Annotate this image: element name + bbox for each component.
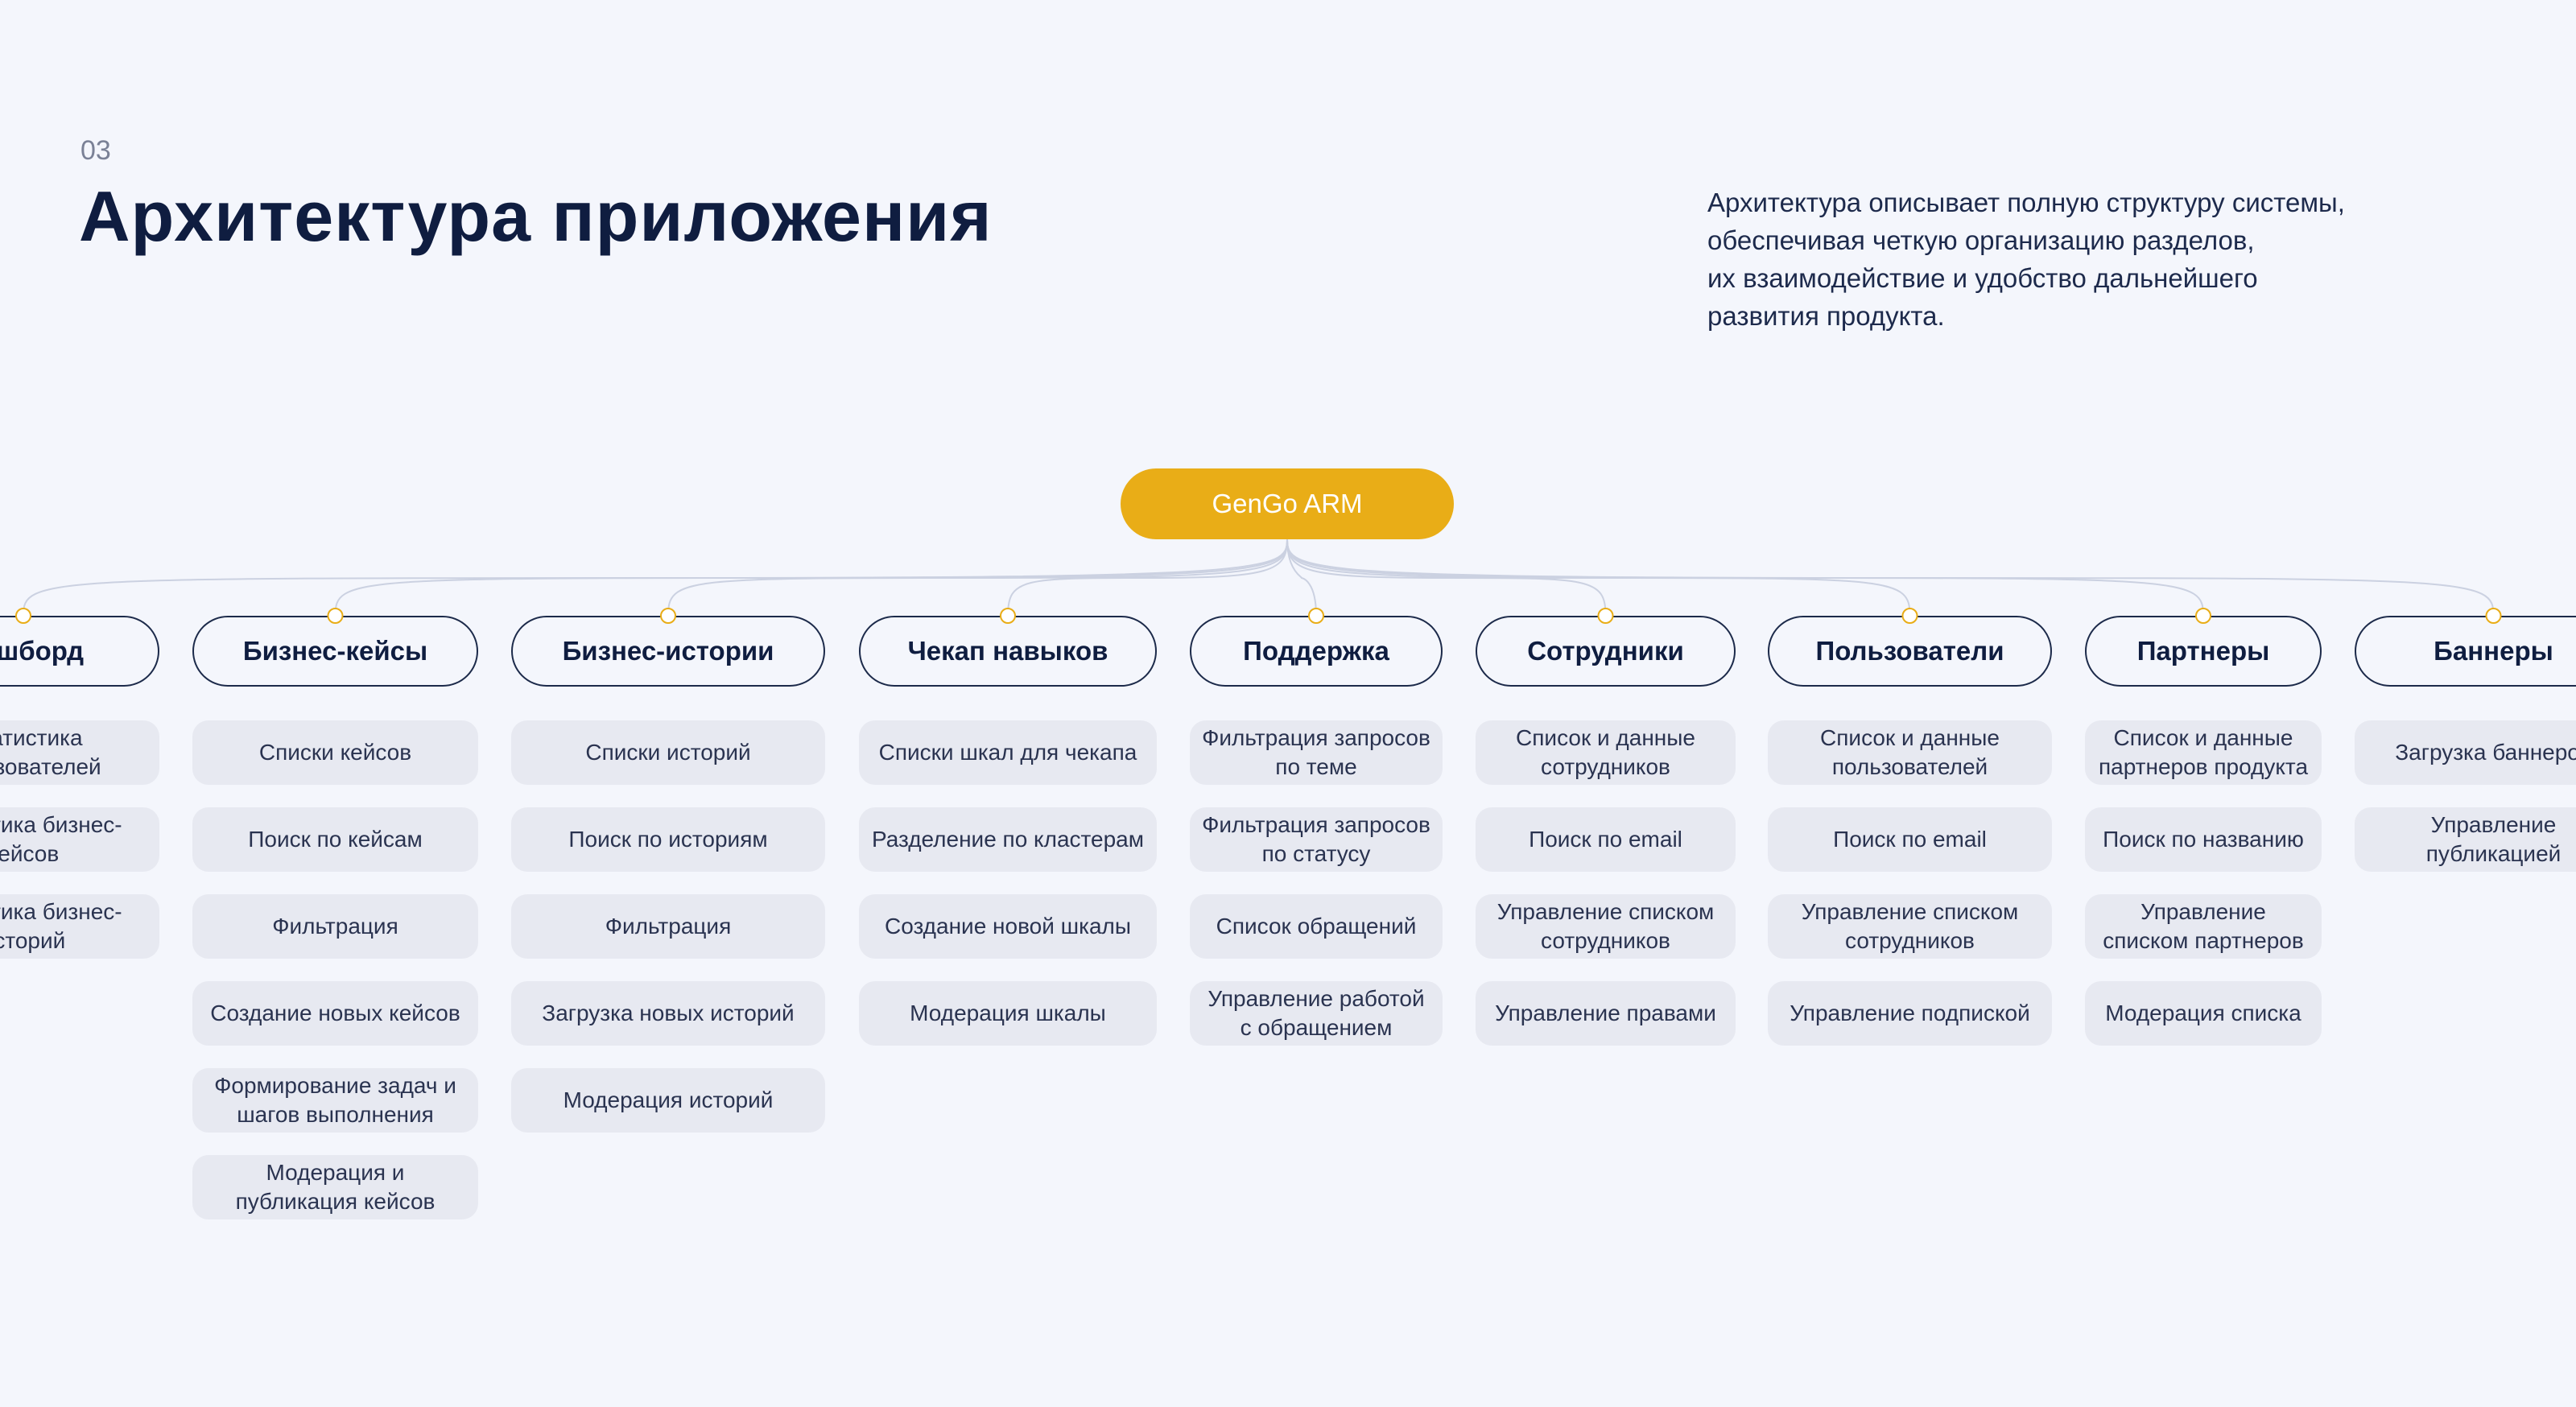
column-title: Баннеры xyxy=(2355,616,2576,687)
feature-item: Управление правами xyxy=(1476,981,1736,1046)
feature-item: Управление подпиской xyxy=(1768,981,2052,1046)
column: Баннеры Загрузка баннеров Управление публи… xyxy=(2355,616,2576,894)
feature-item: Фильтрация xyxy=(511,894,825,959)
column: Дашборд Статистика пользователей Аналитика… xyxy=(0,616,159,981)
feature-item: Управление публикацией xyxy=(2355,807,2576,872)
feature-item: Создание новых кейсов xyxy=(192,981,478,1046)
column: Сотрудники Список и данные сотрудников Пои… xyxy=(1476,616,1736,1068)
feature-item: Списки кейсов xyxy=(192,720,478,785)
feature-item: Фильтрация запросов по статусу xyxy=(1190,807,1443,872)
column-title: Дашборд xyxy=(0,616,159,687)
page-title: Архитектура приложения xyxy=(79,176,993,256)
column: Партнеры Список и данные партнеров продук… xyxy=(2085,616,2322,1068)
feature-item: Управление списком сотрудников xyxy=(1476,894,1736,959)
feature-item: Управление списком сотрудников xyxy=(1768,894,2052,959)
feature-item: Список и данные партнеров продукта xyxy=(2085,720,2322,785)
column: Пользователи Список и данные пользователе… xyxy=(1768,616,2052,1068)
feature-item: Модерация и публикация кейсов xyxy=(192,1155,478,1219)
description-line: обеспечивая четкую организацию разделов, xyxy=(1707,225,2255,255)
section-number: 03 xyxy=(80,135,111,166)
column: Чекап навыков Списки шкал для чекапа Разде… xyxy=(859,616,1157,1068)
column-title: Сотрудники xyxy=(1476,616,1736,687)
feature-item: Список и данные пользователей xyxy=(1768,720,2052,785)
column: Поддержка Фильтрация запросов по теме Филь… xyxy=(1190,616,1443,1068)
feature-item: Список обращений xyxy=(1190,894,1443,959)
feature-item: Создание новой шкалы xyxy=(859,894,1157,959)
feature-item: Аналитика бизнес-историй xyxy=(0,894,159,959)
feature-item: Статистика пользователей xyxy=(0,720,159,785)
feature-item: Управление списком партнеров xyxy=(2085,894,2322,959)
feature-item: Модерация шкалы xyxy=(859,981,1157,1046)
feature-item: Списки шкал для чекапа xyxy=(859,720,1157,785)
feature-item: Список и данные сотрудников xyxy=(1476,720,1736,785)
column-title: Бизнес-кейсы xyxy=(192,616,478,687)
feature-item: Модерация списка xyxy=(2085,981,2322,1046)
column-title: Бизнес-истории xyxy=(511,616,825,687)
connector xyxy=(1007,538,1288,617)
feature-item: Управление работой с обращением xyxy=(1190,981,1443,1046)
feature-item: Поиск по кейсам xyxy=(192,807,478,872)
feature-item: Поиск по email xyxy=(1768,807,2052,872)
feature-item: Поиск по названию xyxy=(2085,807,2322,872)
connector xyxy=(667,538,1288,617)
column-title: Поддержка xyxy=(1190,616,1443,687)
connector xyxy=(1286,538,1607,617)
feature-item: Модерация историй xyxy=(511,1068,825,1133)
column: Бизнес-истории Списки историй Поиск по ист… xyxy=(511,616,825,1155)
feature-item: Поиск по историям xyxy=(511,807,825,872)
root-node: GenGo ARM xyxy=(1121,468,1454,539)
connector xyxy=(1286,538,1317,617)
feature-item: Формирование задач и шагов выполнения xyxy=(192,1068,478,1133)
feature-item: Списки историй xyxy=(511,720,825,785)
description-line: Архитектура описывает полную структуру с… xyxy=(1707,188,2345,217)
feature-item: Фильтрация запросов по теме xyxy=(1190,720,1443,785)
column-title: Чекап навыков xyxy=(859,616,1157,687)
column-title: Партнеры xyxy=(2085,616,2322,687)
feature-item: Загрузка баннеров xyxy=(2355,720,2576,785)
feature-item: Разделение по кластерам xyxy=(859,807,1157,872)
column: Бизнес-кейсы Списки кейсов Поиск по кейсам… xyxy=(192,616,478,1242)
description-line: развития продукта. xyxy=(1707,301,1945,331)
feature-item: Поиск по email xyxy=(1476,807,1736,872)
feature-item: Загрузка новых историй xyxy=(511,981,825,1046)
description-line: их взаимодействие и удобство дальнейшего xyxy=(1707,263,2258,293)
column-title: Пользователи xyxy=(1768,616,2052,687)
description: Архитектура описывает полную структуру с… xyxy=(1707,184,2345,335)
feature-item: Аналитика бизнес-кейсов xyxy=(0,807,159,872)
connector xyxy=(1286,538,2495,617)
feature-item: Фильтрация xyxy=(192,894,478,959)
